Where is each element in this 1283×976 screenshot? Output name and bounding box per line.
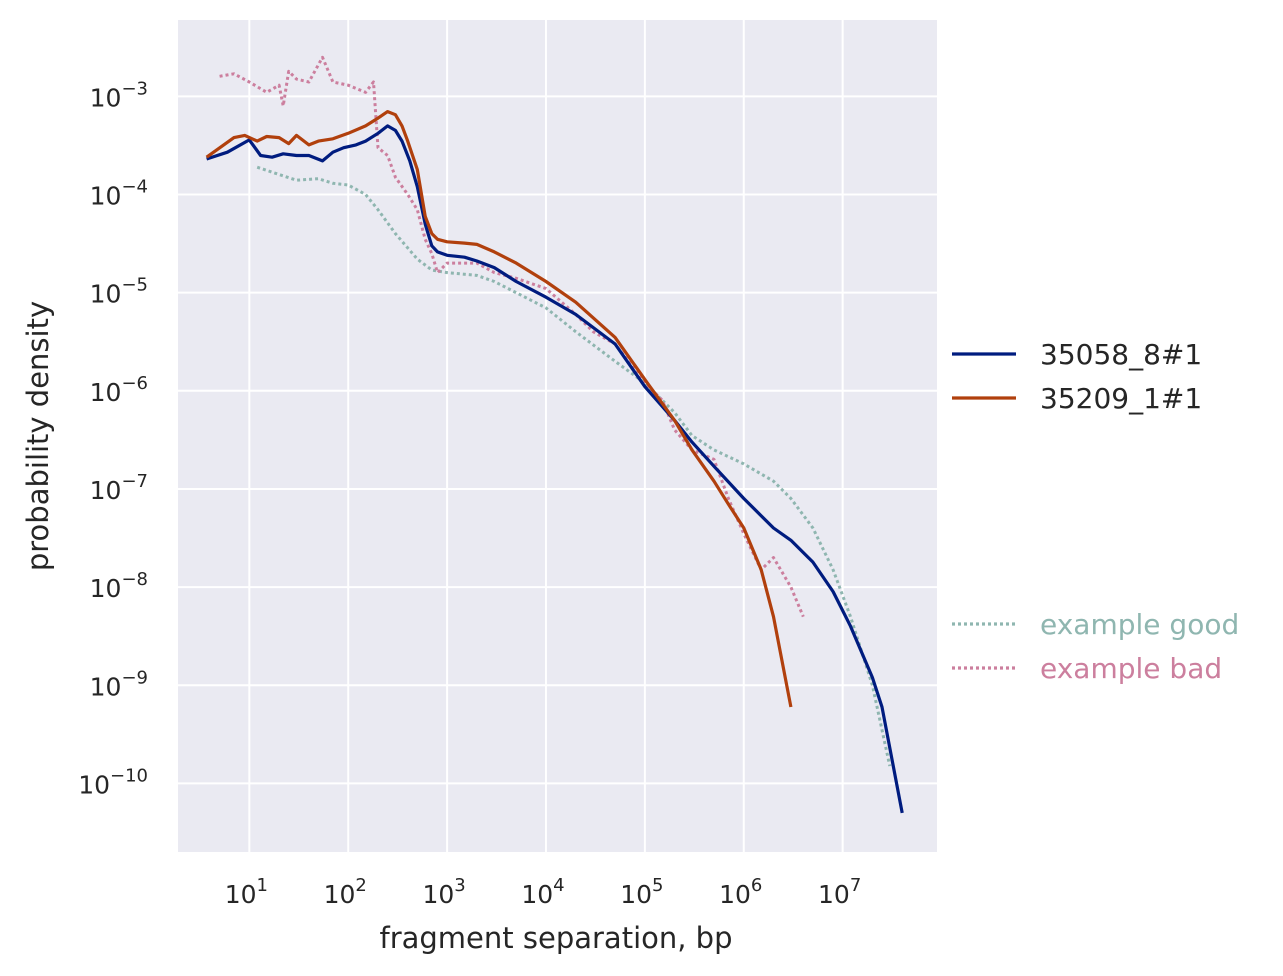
y-tick-label: 10−4 [90, 177, 148, 211]
y-tick-label: 10−10 [78, 765, 148, 799]
plot-area [178, 20, 937, 852]
legend-label: example bad [1040, 652, 1222, 685]
x-tick-label: 101 [225, 875, 268, 909]
x-tick-labels: 101 102 103 104 105 106 107 [225, 875, 862, 909]
series-layer [205, 55, 904, 814]
y-tick-label: 10−7 [90, 471, 148, 505]
series-line-35209-1-1 [205, 110, 793, 708]
legend-label: 35058_8#1 [1040, 338, 1202, 371]
x-tick-label: 106 [719, 875, 762, 909]
y-tick-label: 10−6 [90, 373, 148, 407]
legend-label: example good [1040, 608, 1239, 641]
y-tick-label: 10−9 [90, 667, 148, 701]
y-tick-label: 10−5 [90, 275, 148, 309]
series-line-example-good [256, 165, 892, 767]
x-tick-label: 104 [521, 875, 564, 909]
series-line-35058-8-1 [206, 124, 904, 814]
y-tick-label: 10−3 [90, 78, 148, 112]
y-tick-labels: 10−3 10−4 10−5 10−6 10−7 10−8 10−9 10−10 [78, 78, 148, 799]
x-tick-label: 102 [324, 875, 367, 909]
x-tick-label: 103 [422, 875, 465, 909]
y-tick-label: 10−8 [90, 569, 148, 603]
x-tick-label: 105 [620, 875, 663, 909]
x-axis-label: fragment separation, bp [380, 921, 733, 955]
y-axis-label: probability density [21, 301, 55, 571]
legend-label: 35209_1#1 [1040, 382, 1202, 415]
x-tick-label: 107 [818, 875, 861, 909]
grid-lines [178, 20, 937, 852]
